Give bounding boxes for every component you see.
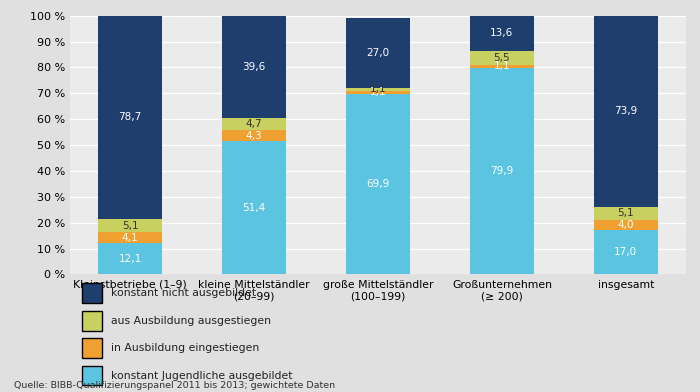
Text: 79,9: 79,9 [490,166,514,176]
Bar [222,130,286,142]
Text: konstant Jugendliche ausgebildet: konstant Jugendliche ausgebildet [111,370,293,381]
FancyBboxPatch shape [83,338,102,358]
FancyBboxPatch shape [83,366,102,385]
Text: 1,1: 1,1 [494,61,510,71]
Text: 5,5: 5,5 [494,53,510,63]
Text: 5,1: 5,1 [617,209,634,218]
Bar [98,16,162,219]
Text: Quelle: BIBB-Qualifizierungspanel 2011 bis 2013; gewichtete Daten: Quelle: BIBB-Qualifizierungspanel 2011 b… [14,381,335,390]
Bar [470,65,534,68]
Bar [594,16,658,207]
Bar [346,18,410,88]
Bar [594,220,658,230]
FancyBboxPatch shape [83,283,102,303]
FancyBboxPatch shape [83,311,102,330]
Bar [346,88,410,91]
Text: 4,0: 4,0 [617,220,634,230]
Text: 78,7: 78,7 [118,113,142,122]
Bar [594,207,658,220]
Bar [98,219,162,232]
Bar [222,118,286,130]
Bar [470,15,534,51]
Bar [470,51,534,65]
Text: 12,1: 12,1 [118,254,142,264]
Bar [346,94,410,274]
Text: 5,1: 5,1 [122,221,139,231]
Bar [98,243,162,274]
Bar [98,232,162,243]
Text: 1,1: 1,1 [370,87,386,97]
Bar [594,230,658,274]
Bar [222,16,286,118]
Text: 1,1: 1,1 [370,84,386,94]
Text: 69,9: 69,9 [366,179,390,189]
Bar [346,91,410,94]
Text: 4,3: 4,3 [246,131,262,141]
Text: 4,7: 4,7 [246,119,262,129]
Bar [222,142,286,274]
Text: 39,6: 39,6 [242,62,266,72]
Text: aus Ausbildung ausgestiegen: aus Ausbildung ausgestiegen [111,316,271,326]
Text: 51,4: 51,4 [242,203,266,213]
Text: in Ausbildung eingestiegen: in Ausbildung eingestiegen [111,343,259,353]
Text: 4,1: 4,1 [122,233,139,243]
Text: 73,9: 73,9 [614,106,638,116]
Bar [470,68,534,274]
Text: 27,0: 27,0 [366,48,390,58]
Text: 17,0: 17,0 [614,247,638,258]
Text: konstant nicht ausgebildet: konstant nicht ausgebildet [111,288,256,298]
Text: 13,6: 13,6 [490,28,514,38]
